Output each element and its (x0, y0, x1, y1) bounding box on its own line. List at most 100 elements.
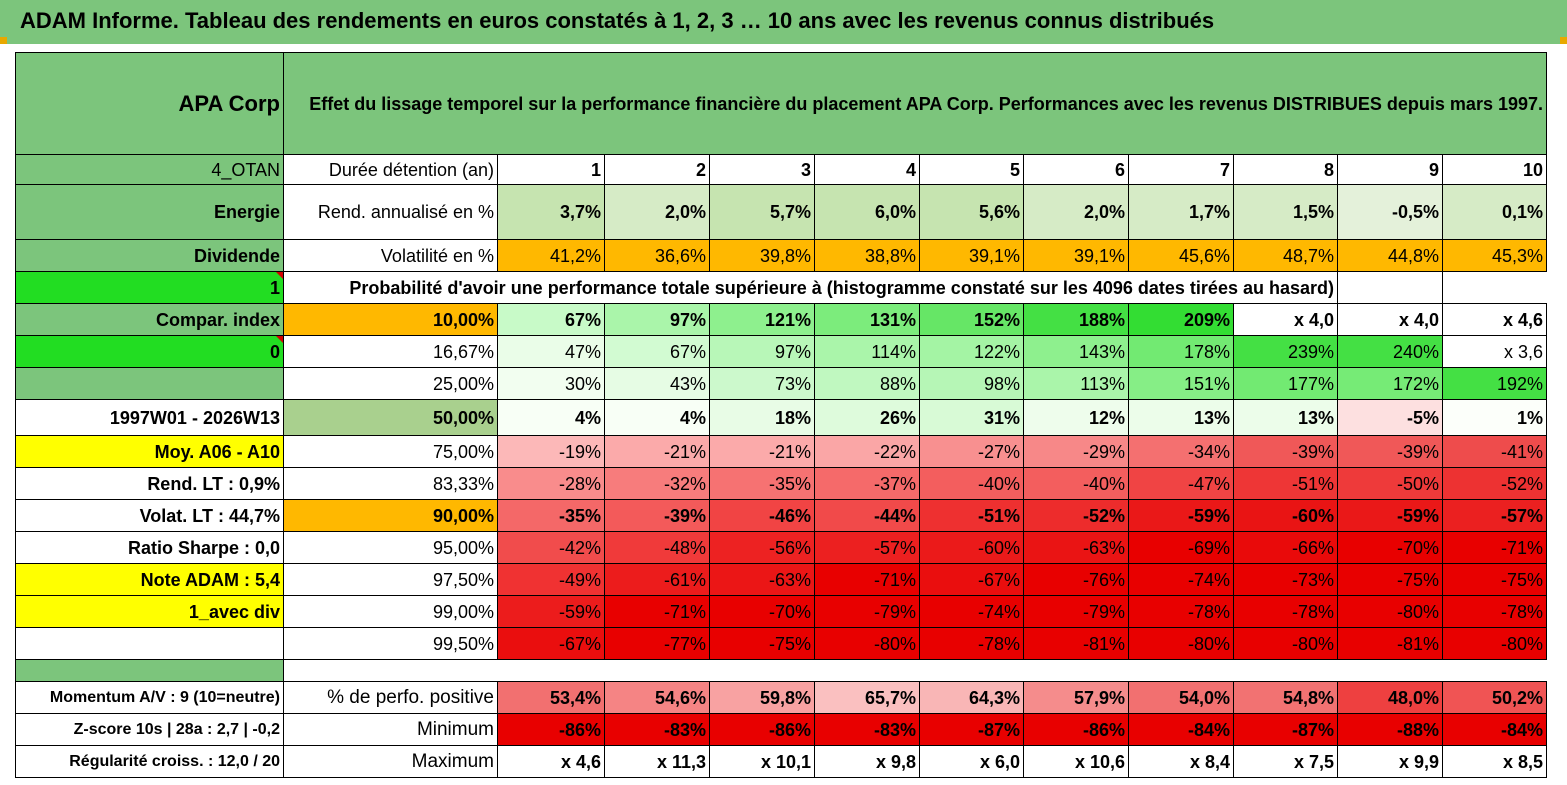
quantile-value: -78% (1233, 595, 1338, 628)
stat-value: -83% (604, 713, 710, 746)
quantile-value: -28% (497, 467, 605, 500)
quantile-value: 240% (1337, 335, 1443, 368)
empty-cell (1337, 271, 1443, 304)
quantile-value: 239% (1233, 335, 1338, 368)
quantile-value: 18% (709, 399, 815, 436)
kind: Dividende (15, 239, 284, 272)
quantile-value: -75% (1337, 563, 1443, 596)
spacer (284, 660, 1547, 682)
quantile-value: -19% (497, 435, 605, 468)
quantile-value: 177% (1233, 367, 1338, 400)
volat-value: 39,1% (919, 239, 1024, 272)
volat-value: 44,8% (1337, 239, 1443, 272)
table-row: 1 Probabilité d'avoir une performance tot… (15, 271, 1547, 304)
stat-value: 65,7% (814, 681, 920, 714)
quantile-value: -46% (709, 499, 815, 532)
quantile-value: -79% (1023, 595, 1129, 628)
quantile-value: -52% (1023, 499, 1129, 532)
table-row: Energie Rend. annualisé en % 3,7% 2,0% 5,7% 6… (15, 184, 1547, 240)
title-bar: ADAM Informe. Tableau des rendements en … (0, 0, 1567, 44)
quantile-value: -39% (1337, 435, 1443, 468)
quantile-value: 152% (919, 303, 1024, 336)
flag-zero: 0 (15, 335, 284, 368)
quantile-value: -52% (1442, 467, 1547, 500)
quantile-value: 67% (497, 303, 605, 336)
stat-value: x 11,3 (604, 745, 710, 778)
quantile-value: x 4,0 (1337, 303, 1443, 336)
corner-marker (0, 37, 7, 44)
stat-value: x 10,6 (1023, 745, 1129, 778)
table-row: 4_OTAN Durée détention (an) 1 2 3 4 5 6 7 8 9 10 (15, 154, 1547, 185)
quantile-value: -67% (497, 627, 605, 660)
quantile-value: 43% (604, 367, 710, 400)
quantile-value: -67% (919, 563, 1024, 596)
quantile-value: 73% (709, 367, 815, 400)
flag-one: 1 (15, 271, 284, 304)
table-row: Régularité croiss. : 12,0 / 20 Maximum x 4… (15, 745, 1547, 778)
quantile-value: 113% (1023, 367, 1129, 400)
quantile-value: -5% (1337, 399, 1443, 436)
quantile-value: 97% (709, 335, 815, 368)
quantile-value: 192% (1442, 367, 1547, 400)
quantile-value: 114% (814, 335, 920, 368)
volat-value: 39,8% (709, 239, 815, 272)
quantile-value: x 4,6 (1442, 303, 1547, 336)
table-row: Note ADAM : 5,4 97,50% -49% -61% -63% -71% -67… (15, 563, 1547, 596)
quantile-value: -40% (1023, 467, 1129, 500)
quantile-value: -80% (814, 627, 920, 660)
quantile-value: -77% (604, 627, 710, 660)
quantile-value: -57% (1442, 499, 1547, 532)
year-header: 3 (709, 154, 815, 185)
quantile-value: -32% (604, 467, 710, 500)
quantile-value: -71% (604, 595, 710, 628)
volat-value: 38,8% (814, 239, 920, 272)
asset-name: APA Corp (15, 52, 284, 155)
quantile-value: -39% (604, 499, 710, 532)
empty-side (15, 627, 284, 660)
quantile-value: 121% (709, 303, 815, 336)
quantile-value: -79% (814, 595, 920, 628)
quantile-value: -70% (1337, 531, 1443, 564)
quantile-value: -81% (1337, 627, 1443, 660)
corner-marker (1560, 37, 1567, 44)
quantile-value: 4% (604, 399, 710, 436)
stat-value: x 4,6 (497, 745, 605, 778)
volat-label: Volatilité en % (283, 239, 498, 272)
quantile-value: 143% (1023, 335, 1129, 368)
quantile-value: 97% (604, 303, 710, 336)
quantile-value: -34% (1128, 435, 1234, 468)
quantile-value: 122% (919, 335, 1024, 368)
quantile-value: x 3,6 (1442, 335, 1547, 368)
avec-div: 1_avec div (15, 595, 284, 628)
rend-value: 3,7% (497, 184, 605, 240)
quantile-value: 131% (814, 303, 920, 336)
year-header: 1 (497, 154, 605, 185)
asset-code: 4_OTAN (15, 154, 284, 185)
year-header: 9 (1337, 154, 1443, 185)
moy-label: Moy. A06 - A10 (15, 435, 284, 468)
quantile-label: 90,00% (283, 499, 498, 532)
quantile-label: 25,00% (283, 367, 498, 400)
quantile-label: 99,00% (283, 595, 498, 628)
proba-label: Probabilité d'avoir une performance tota… (283, 271, 1338, 304)
quantile-value: -39% (1233, 435, 1338, 468)
stat-value: -84% (1128, 713, 1234, 746)
quantile-value: -80% (1442, 627, 1547, 660)
quantile-value: -35% (709, 467, 815, 500)
table-row: Momentum A/V : 9 (10=neutre)% de perfo. … (15, 681, 1547, 714)
table-row: 0 16,67% 47% 67% 97% 114% 122% 143% 178% 239% 240%… (15, 335, 1547, 368)
quantile-value: -59% (1128, 499, 1234, 532)
quantile-value: -63% (709, 563, 815, 596)
table-row: Compar. index 10,00% 67% 97% 121% 131% 152% 188… (15, 303, 1547, 336)
quantile-value: -81% (1023, 627, 1129, 660)
stat-value: x 7,5 (1233, 745, 1338, 778)
spacer-green (15, 659, 284, 682)
table-row: Moy. A06 - A10 75,00% -19% -21% -21% -22% -27%… (15, 435, 1547, 468)
quantile-value: 1% (1442, 399, 1547, 436)
description: Effet du lissage temporel sur la perform… (283, 52, 1547, 155)
stat-label: % de perfo. positive (283, 681, 498, 714)
quantile-value: 31% (919, 399, 1024, 436)
quantile-value: -70% (709, 595, 815, 628)
quantile-value: -59% (1337, 499, 1443, 532)
rend-lt: Rend. LT : 0,9% (15, 467, 284, 500)
